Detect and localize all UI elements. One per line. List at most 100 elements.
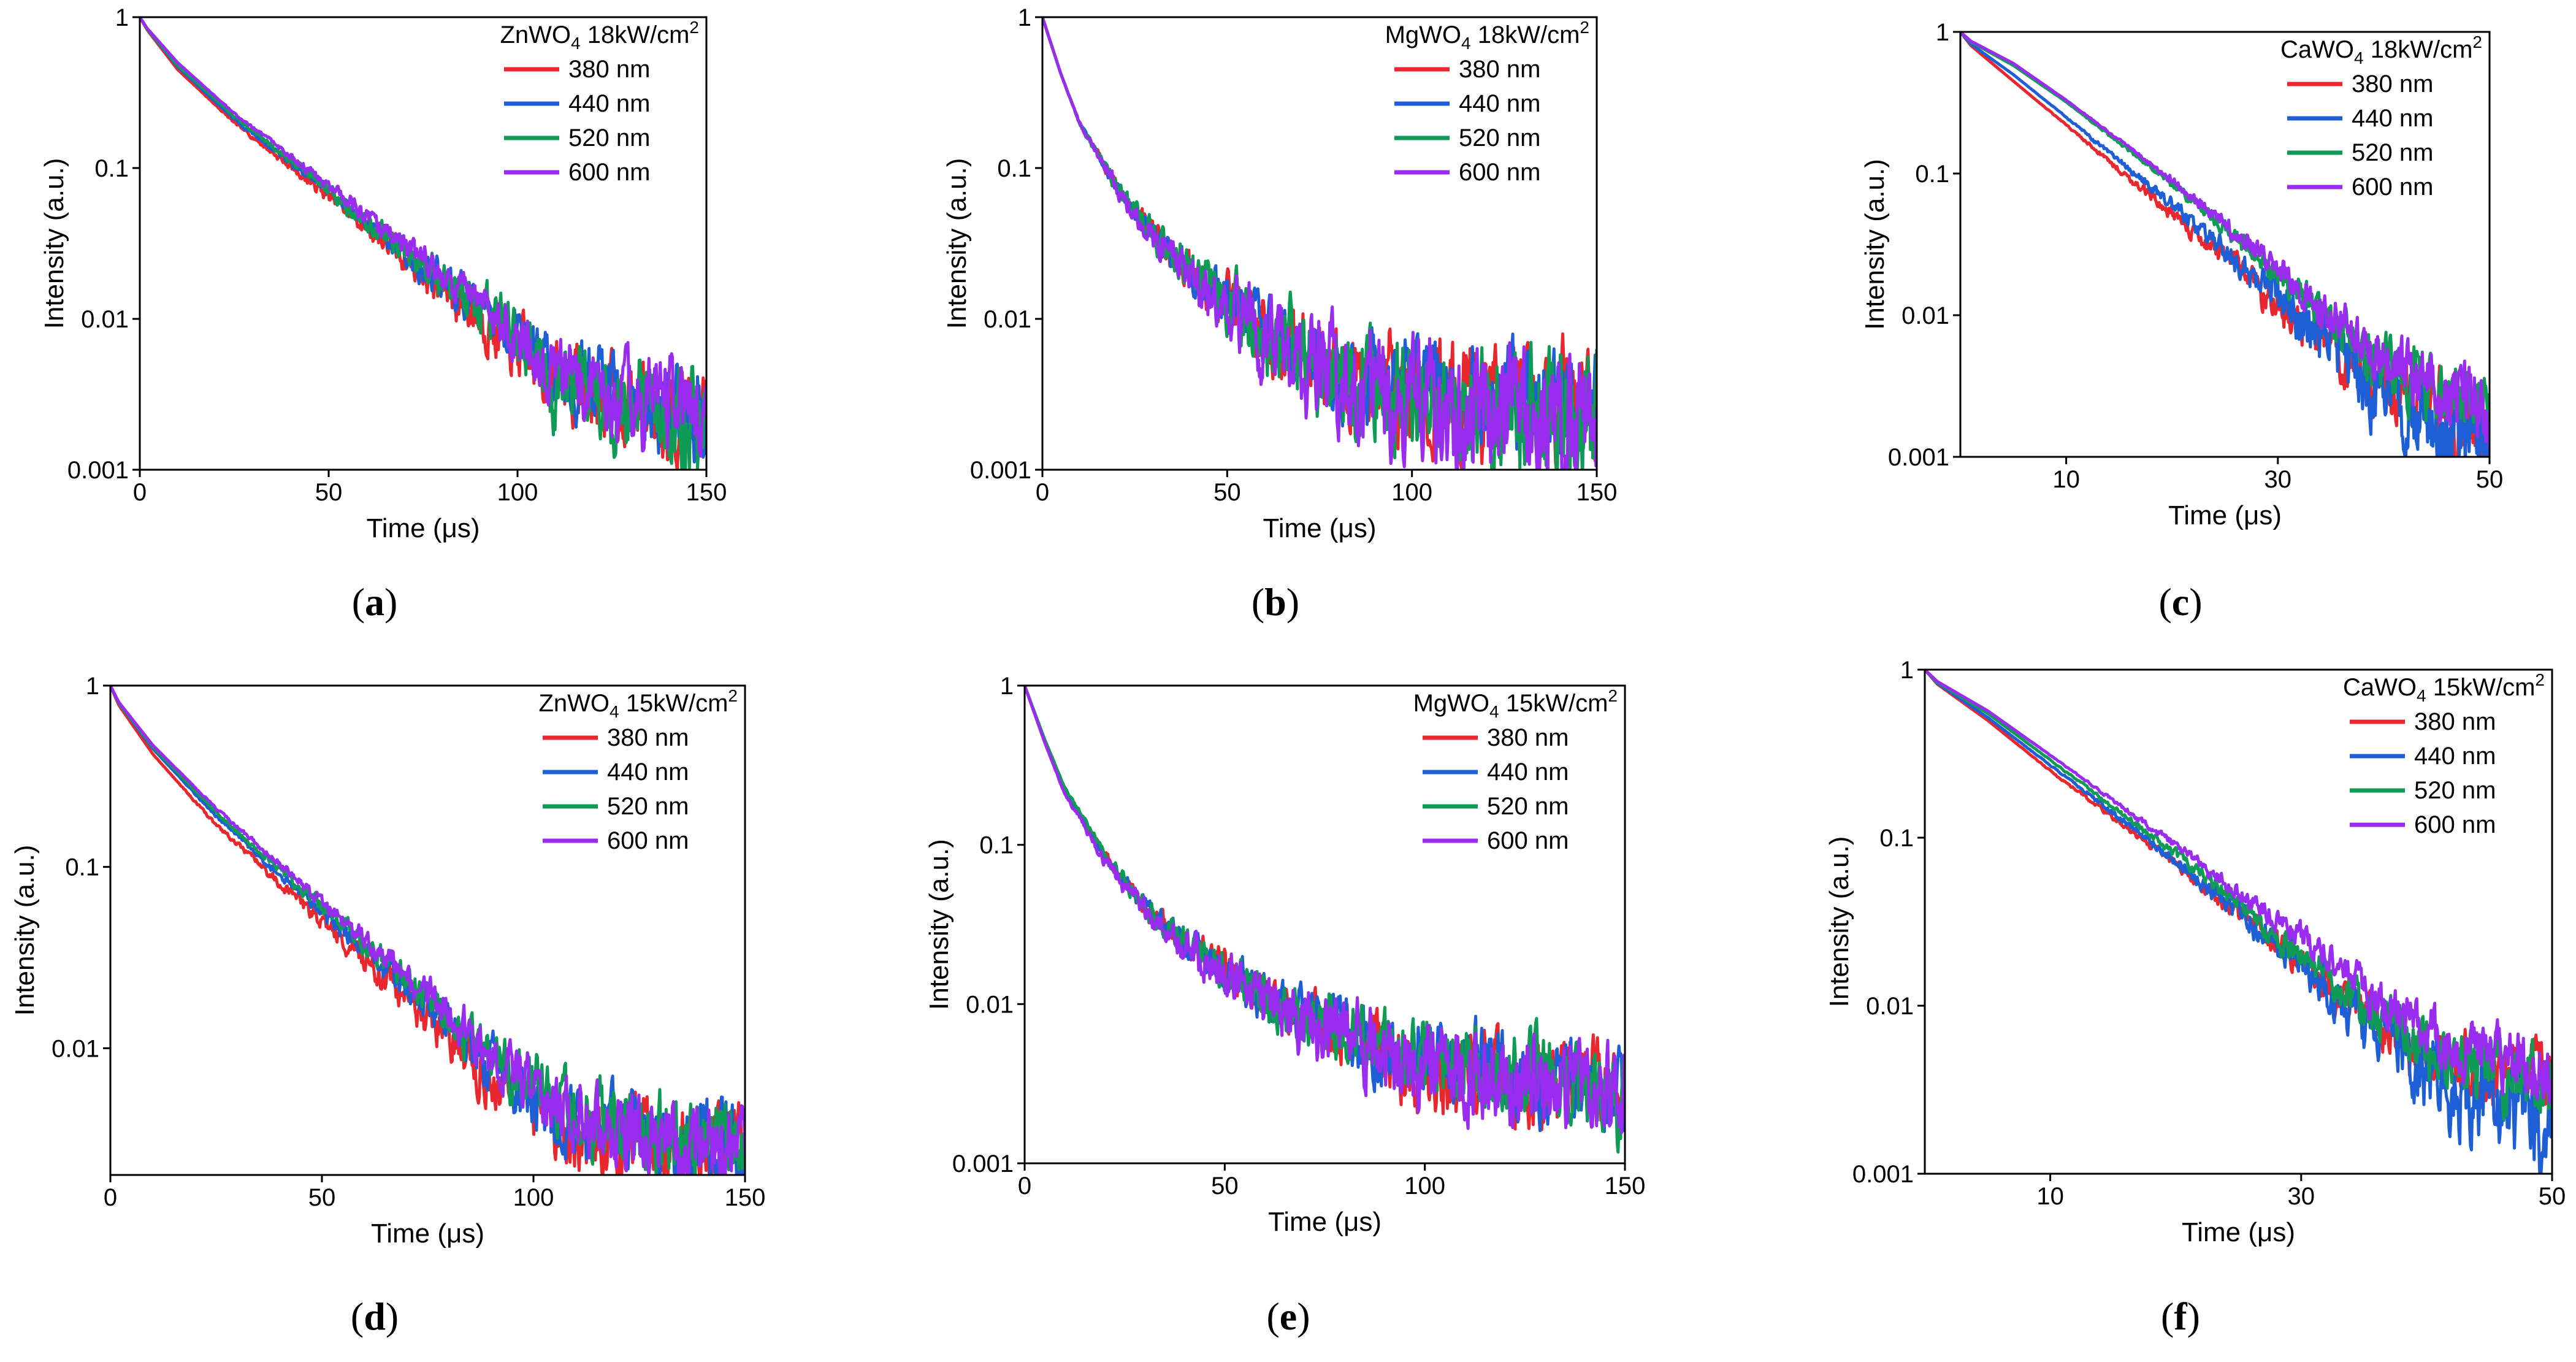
panel-label: (b) bbox=[1252, 580, 1299, 624]
legend-label-440nm: 440 nm bbox=[2352, 105, 2433, 132]
legend-label-380nm: 380 nm bbox=[1459, 56, 1540, 83]
legend-title: ZnWO4 18kW/cm2 bbox=[500, 18, 700, 53]
legend-title-power: 18kW/cm bbox=[581, 21, 690, 48]
y-tick-label: 0.1 bbox=[1879, 825, 1914, 852]
x-tick-label: 50 bbox=[315, 479, 343, 506]
x-tick-label: 50 bbox=[308, 1184, 336, 1211]
y-tick-label: 0.01 bbox=[81, 306, 129, 333]
x-axis-label: Time (μs) bbox=[371, 1219, 484, 1249]
legend-title-subscript: 4 bbox=[1489, 702, 1499, 721]
y-tick-label: 1 bbox=[115, 4, 129, 31]
x-axis-label: Time (μs) bbox=[1268, 1207, 1382, 1237]
legend-title-power: 15kW/cm bbox=[619, 690, 728, 717]
x-tick-label: 10 bbox=[2052, 466, 2080, 493]
x-tick-label: 0 bbox=[1036, 479, 1049, 506]
y-tick-label: 0.1 bbox=[94, 155, 129, 182]
legend-label-600nm: 600 nm bbox=[568, 159, 650, 186]
legend-title-superscript: 2 bbox=[1608, 686, 1618, 705]
y-tick-label: 0.001 bbox=[952, 1150, 1014, 1177]
y-tick-label: 0.1 bbox=[65, 854, 99, 881]
plot-area bbox=[140, 17, 706, 470]
y-tick-label: 0.1 bbox=[997, 155, 1031, 182]
x-tick-label: 0 bbox=[104, 1184, 117, 1211]
legend-label-380nm: 380 nm bbox=[1487, 724, 1569, 751]
panel-label: (f) bbox=[2161, 1295, 2200, 1338]
axes-frame bbox=[109, 684, 746, 1176]
chart-panel-a: 0 50 100 150 0.001 0.01 0.1 1 Time (μs) Intensity… bbox=[39, 4, 727, 624]
y-tick-label: 1 bbox=[1000, 673, 1014, 700]
y-tick-label: 0.001 bbox=[1888, 444, 1949, 471]
y-axis-label: Intensity (a.u.) bbox=[39, 158, 69, 329]
legend-title: ZnWO4 15kW/cm2 bbox=[539, 686, 738, 721]
legend-title-material: CaWO bbox=[2280, 36, 2354, 63]
x-tick-label: 10 bbox=[2036, 1183, 2064, 1210]
axes-frame bbox=[1041, 16, 1598, 471]
x-axis-label: Time (μs) bbox=[2182, 1217, 2295, 1247]
legend-label-600nm: 600 nm bbox=[1487, 827, 1569, 854]
x-tick-label: 0 bbox=[1018, 1173, 1031, 1199]
legend-title-material: MgWO bbox=[1385, 21, 1461, 48]
legend-label-440nm: 440 nm bbox=[2414, 743, 2496, 770]
legend-label-520nm: 520 nm bbox=[2352, 139, 2433, 166]
x-tick-label: 150 bbox=[1577, 479, 1618, 506]
legend-title-material: ZnWO bbox=[539, 690, 610, 717]
series-line-600nm bbox=[1960, 32, 2490, 450]
y-axis-label: Intensity (a.u.) bbox=[942, 158, 972, 329]
x-axis-label: Time (μs) bbox=[366, 513, 480, 543]
legend-label-520nm: 520 nm bbox=[1487, 793, 1569, 820]
y-tick-label: 0.01 bbox=[1901, 302, 1949, 329]
plot-area bbox=[1025, 686, 1625, 1154]
plot-area bbox=[110, 686, 745, 1175]
legend-title-subscript: 4 bbox=[2354, 48, 2364, 67]
y-tick-label: 0.1 bbox=[1915, 161, 1949, 188]
series-line-600nm bbox=[1025, 686, 1625, 1134]
chart-panel-b: 0 50 100 150 0.001 0.01 0.1 1 Time (μs) Intensity… bbox=[942, 4, 1617, 624]
legend-label-440nm: 440 nm bbox=[1459, 90, 1540, 117]
y-tick-label: 0.001 bbox=[1852, 1161, 1914, 1188]
legend-title-subscript: 4 bbox=[2417, 686, 2426, 705]
series-line-520nm bbox=[1925, 670, 2552, 1121]
legend-label-600nm: 600 nm bbox=[607, 827, 689, 854]
legend-title-subscript: 4 bbox=[571, 34, 581, 53]
legend-label-380nm: 380 nm bbox=[568, 56, 650, 83]
y-axis-label: Intensity (a.u.) bbox=[1860, 159, 1890, 330]
axes-frame bbox=[1023, 684, 1626, 1165]
y-tick-label: 1 bbox=[86, 673, 99, 700]
y-axis-label: Intensity (a.u.) bbox=[1824, 836, 1854, 1008]
x-tick-label: 100 bbox=[497, 479, 538, 506]
y-axis-label: Intensity (a.u.) bbox=[10, 845, 40, 1016]
legend-title: MgWO4 15kW/cm2 bbox=[1413, 686, 1618, 721]
legend-label-600nm: 600 nm bbox=[2414, 811, 2496, 838]
legend-label-380nm: 380 nm bbox=[2352, 71, 2433, 98]
legend-title: CaWO4 15kW/cm2 bbox=[2343, 670, 2545, 705]
legend-label-520nm: 520 nm bbox=[568, 124, 650, 151]
panel-label: (a) bbox=[352, 580, 398, 624]
y-tick-label: 0.01 bbox=[984, 306, 1031, 333]
x-tick-label: 150 bbox=[725, 1184, 766, 1211]
legend-label-440nm: 440 nm bbox=[568, 90, 650, 117]
y-axis-label: Intensity (a.u.) bbox=[924, 839, 954, 1010]
plot-area bbox=[1925, 670, 2552, 1174]
legend-title-superscript: 2 bbox=[2472, 33, 2482, 52]
chart-panel-c: 10 30 50 0.001 0.01 0.1 1 Time (μs) Intensity (a… bbox=[1860, 19, 2503, 624]
legend-label-380nm: 380 nm bbox=[2414, 708, 2496, 735]
series-line-440nm bbox=[1960, 32, 2490, 457]
legend-label-520nm: 520 nm bbox=[607, 793, 689, 820]
chart-panel-e: 0 50 100 150 0.001 0.01 0.1 1 Time (μs) Intensity… bbox=[924, 673, 1645, 1338]
x-tick-label: 50 bbox=[2539, 1183, 2566, 1210]
legend-label-440nm: 440 nm bbox=[607, 759, 689, 786]
legend-title-power: 15kW/cm bbox=[1499, 690, 1608, 717]
legend-title-superscript: 2 bbox=[728, 686, 738, 705]
legend-title-superscript: 2 bbox=[689, 18, 699, 37]
legend-label-600nm: 600 nm bbox=[2352, 174, 2433, 201]
legend-title-power: 18kW/cm bbox=[1471, 21, 1580, 48]
x-tick-label: 150 bbox=[686, 479, 727, 506]
series-line-600nm bbox=[110, 686, 745, 1175]
legend-title-power: 18kW/cm bbox=[2364, 36, 2473, 63]
legend-label-440nm: 440 nm bbox=[1487, 759, 1569, 786]
panel-label: (d) bbox=[351, 1295, 399, 1338]
series-line-600nm bbox=[1925, 670, 2552, 1104]
legend-label-520nm: 520 nm bbox=[2414, 777, 2496, 804]
legend-title-power: 15kW/cm bbox=[2426, 674, 2536, 701]
x-tick-label: 100 bbox=[1404, 1173, 1445, 1199]
